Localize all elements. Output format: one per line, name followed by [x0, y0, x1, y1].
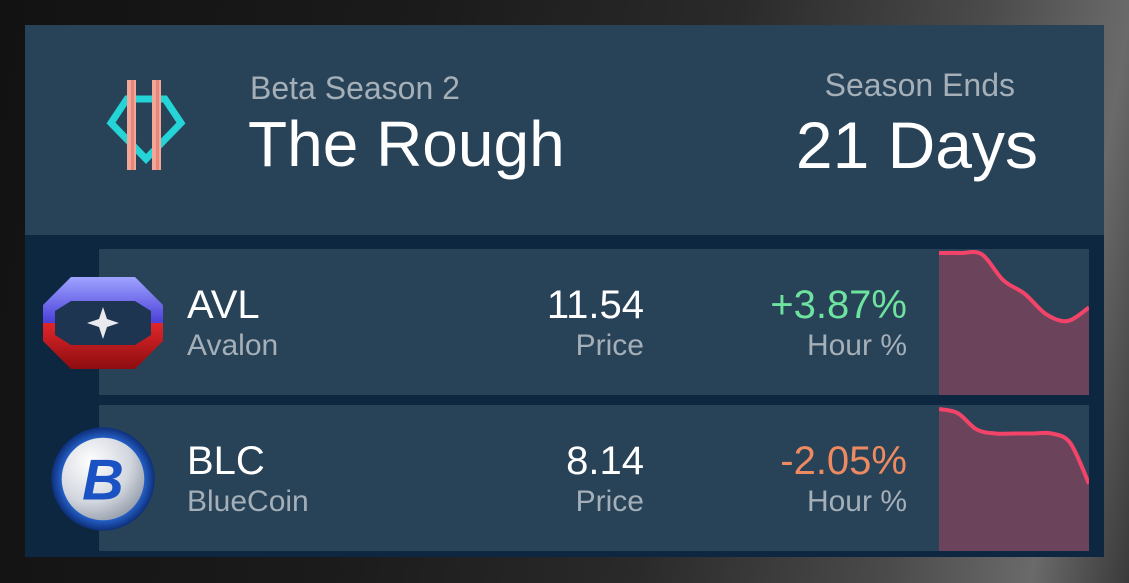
season-ends-label: Season Ends [824, 67, 1015, 103]
season-title: The Rough [248, 108, 565, 180]
season-ends-value: 21 Days [795, 108, 1038, 182]
coin-price-label: Price [575, 329, 644, 362]
season-subtitle: Beta Season 2 [250, 70, 460, 106]
season-header: Beta Season 2 The Rough Season Ends 21 D… [25, 25, 1104, 235]
bluecoin-logo-icon: B [51, 427, 155, 531]
coin-row-card [99, 405, 1089, 551]
coin-symbol: BLC [187, 439, 265, 483]
coin-hour-label: Hour % [806, 329, 907, 362]
coin-row-avl[interactable]: AVL Avalon 11.54 Price +3.87% Hour % [25, 249, 1104, 395]
svg-text:B: B [82, 449, 124, 513]
coin-hour-label: Hour % [806, 485, 907, 518]
coin-name: Avalon [187, 329, 279, 362]
coin-row-card [99, 249, 1089, 395]
sparkline-area [939, 251, 1089, 395]
coin-price: 11.54 [546, 283, 644, 327]
coin-price: 8.14 [566, 439, 644, 483]
coin-symbol: AVL [187, 283, 260, 327]
coin-sparkline [939, 249, 1089, 395]
sparkline-line [939, 407, 1089, 485]
season-panel: Beta Season 2 The Rough Season Ends 21 D… [25, 25, 1104, 557]
coin-name: BlueCoin [187, 485, 309, 518]
coin-price-label: Price [575, 485, 644, 518]
sparkline-area [939, 409, 1089, 551]
coin-sparkline [939, 407, 1089, 551]
coin-hour-change: -2.05% [780, 439, 907, 483]
sparkline-line [939, 249, 1089, 324]
coin-row-blc[interactable]: B BLC BlueCoin 8.14 Price -2.05% Hour % [25, 405, 1104, 551]
coin-hour-change: +3.87% [770, 283, 907, 327]
avalon-logo-icon [43, 277, 163, 369]
season-logo-icon [106, 80, 186, 170]
